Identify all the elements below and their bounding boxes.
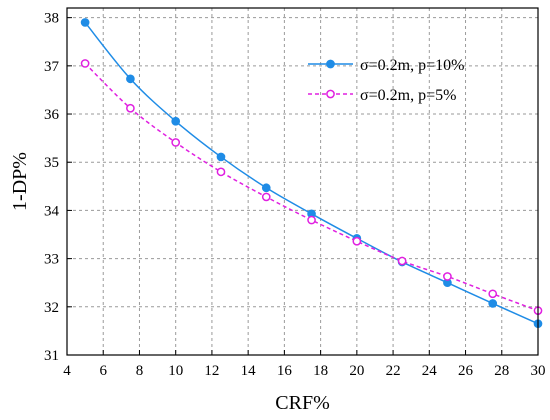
data-point xyxy=(488,299,498,308)
x-tick-label: 20 xyxy=(349,363,364,379)
legend-label: σ=0.2m, p=5% xyxy=(360,87,456,104)
data-point xyxy=(80,18,90,27)
x-tick-label: 14 xyxy=(241,363,257,379)
data-point xyxy=(261,183,271,193)
data-point xyxy=(126,74,135,84)
y-tick-label: 32 xyxy=(44,300,59,316)
data-point xyxy=(216,152,226,162)
series-line xyxy=(84,21,539,325)
x-tick-label: 24 xyxy=(422,363,438,379)
y-tick-label: 36 xyxy=(44,107,60,123)
legend-item-1: σ=0.2m, p=10% xyxy=(308,57,464,74)
y-tick-label: 35 xyxy=(44,155,59,171)
x-tick-label: 28 xyxy=(494,363,509,379)
x-tick-labels: 4 6 8 10 12 14 16 18 20 22 24 26 28 30 xyxy=(63,363,545,379)
legend: σ=0.2m, p=10% σ=0.2m, p=5% xyxy=(308,57,464,104)
x-tick-label: 18 xyxy=(313,363,328,379)
grid-lines xyxy=(67,8,538,355)
y-tick-label: 31 xyxy=(44,348,59,364)
x-tick-label: 26 xyxy=(458,363,474,379)
x-tick-label: 6 xyxy=(99,363,107,379)
x-tick-label: 22 xyxy=(386,363,401,379)
data-point xyxy=(216,167,226,177)
legend-item-2: σ=0.2m, p=5% xyxy=(308,87,456,104)
series-1 xyxy=(80,18,543,329)
data-point xyxy=(352,236,362,246)
y-tick-label: 38 xyxy=(44,11,59,27)
data-point xyxy=(171,116,181,126)
axis-ticks xyxy=(66,17,539,356)
y-tick-label: 33 xyxy=(44,252,59,268)
x-tick-label: 4 xyxy=(63,363,71,379)
data-point xyxy=(126,103,135,113)
data-point xyxy=(443,272,452,281)
plot-frame xyxy=(66,7,539,356)
data-point xyxy=(488,289,498,299)
legend-marker xyxy=(326,59,335,69)
y-tick-labels: 31 32 33 34 35 36 37 38 xyxy=(44,11,60,364)
data-point xyxy=(80,59,90,68)
x-tick-label: 8 xyxy=(136,363,144,379)
legend-label: σ=0.2m, p=10% xyxy=(360,57,464,74)
y-tick-label: 34 xyxy=(44,203,60,219)
x-tick-label: 12 xyxy=(204,363,219,379)
x-tick-label: 30 xyxy=(531,363,546,379)
data-series xyxy=(80,18,543,329)
x-tick-label: 16 xyxy=(277,363,293,379)
y-axis-title: 1-DP% xyxy=(9,152,31,211)
data-point xyxy=(397,256,407,266)
data-point xyxy=(261,192,271,202)
series-2 xyxy=(80,59,543,316)
x-tick-label: 10 xyxy=(168,363,183,379)
y-tick-label: 37 xyxy=(44,59,60,75)
data-point xyxy=(171,138,181,147)
data-point xyxy=(307,215,316,225)
x-axis-title: CRF% xyxy=(275,392,329,414)
legend-marker xyxy=(326,89,335,99)
